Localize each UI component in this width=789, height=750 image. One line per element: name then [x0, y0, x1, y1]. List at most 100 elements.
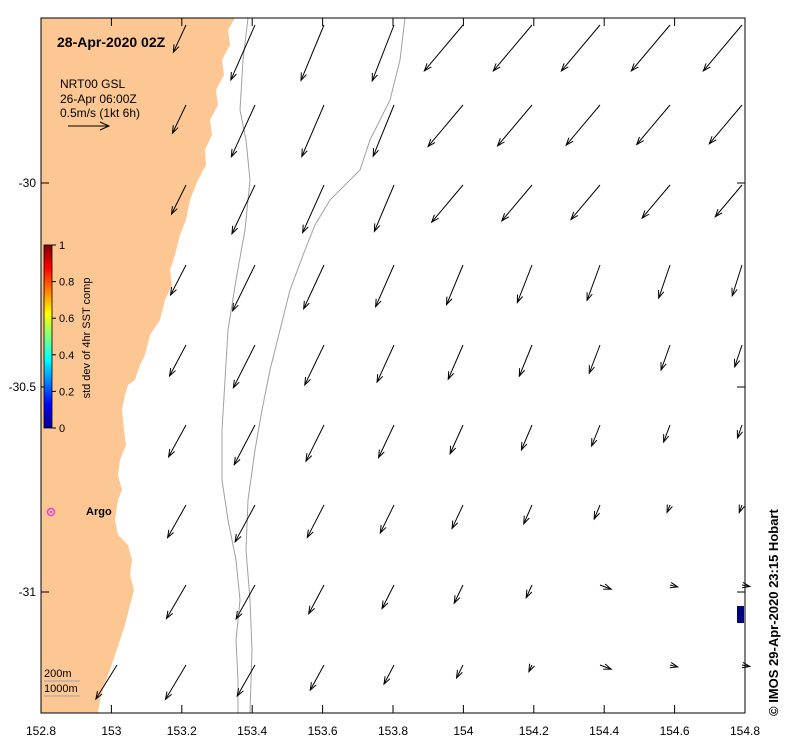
product-line-2: 26-Apr 06:00Z — [60, 92, 137, 106]
scale-arrow — [68, 121, 111, 131]
current-arrow — [663, 424, 671, 444]
x-tick-label: 153.4 — [237, 724, 267, 738]
x-tick-label: 154.4 — [589, 724, 619, 738]
current-arrow — [166, 504, 187, 539]
colorbar — [43, 244, 53, 429]
current-arrow — [570, 184, 601, 221]
y-tick-label: -30 — [19, 176, 37, 190]
y-tick-label: -30.5 — [9, 380, 37, 394]
credit-text: © IMOS 29-Apr-2020 23:15 Hobart — [766, 509, 781, 716]
current-arrow — [565, 104, 601, 147]
current-arrow — [641, 184, 671, 220]
current-arrow — [588, 344, 601, 375]
current-arrow — [302, 184, 325, 234]
current-arrow — [95, 664, 118, 701]
x-tick-label: 153.8 — [378, 724, 408, 738]
current-arrow — [232, 344, 256, 390]
current-arrow — [492, 24, 533, 73]
current-arrow — [447, 344, 464, 381]
current-arrow — [381, 584, 395, 610]
x-tick-label: 152.8 — [26, 724, 56, 738]
current-arrow — [591, 424, 601, 448]
current-arrow — [449, 424, 464, 456]
current-arrow — [702, 24, 743, 73]
x-tick-label: 154 — [453, 724, 473, 738]
current-arrow — [376, 344, 395, 384]
current-arrow — [164, 664, 187, 701]
argo-marker — [46, 507, 56, 517]
colorbar-tick-label: 0.2 — [59, 386, 74, 398]
current-arrow — [372, 104, 395, 158]
map-title: 28-Apr-2020 02Z — [57, 34, 166, 50]
current-arrow — [300, 24, 325, 82]
colorbar-tick-label: 0.4 — [59, 350, 74, 362]
current-arrow — [738, 504, 745, 514]
current-arrow — [599, 583, 613, 590]
current-arrow — [708, 104, 743, 145]
y-axis: -30 -30.5 -31 — [9, 176, 745, 599]
current-arrow — [233, 424, 256, 467]
current-arrow — [169, 264, 187, 297]
current-arrow — [669, 662, 680, 669]
current-arrow — [230, 24, 256, 82]
current-arrow — [383, 664, 395, 686]
current-arrow — [734, 344, 743, 369]
colorbar-tick-label: 0.8 — [59, 277, 74, 289]
x-tick-label: 153.6 — [308, 724, 338, 738]
isobath-1000m — [245, 17, 406, 714]
x-tick-label: 153.2 — [167, 724, 197, 738]
current-arrow — [496, 104, 533, 147]
current-arrow — [630, 24, 671, 73]
current-arrow — [593, 504, 601, 521]
contour-label-1000m: 1000m — [44, 683, 78, 695]
current-arrow — [172, 24, 187, 54]
current-arrow — [660, 344, 671, 372]
current-arrow — [516, 264, 533, 304]
data-marker — [737, 606, 744, 623]
current-arrow — [167, 424, 187, 459]
current-arrow — [741, 661, 752, 669]
current-arrow — [373, 184, 395, 233]
current-arrow — [371, 24, 395, 83]
product-line-3: 0.5m/s (1kt 6h) — [60, 106, 140, 120]
contour-label-200m: 200m — [44, 668, 72, 680]
current-arrow — [518, 344, 533, 378]
current-arrow — [308, 584, 325, 616]
current-arrow — [736, 424, 743, 440]
current-arrow — [236, 664, 256, 698]
x-tick-label: 154.6 — [660, 724, 690, 738]
current-arrow — [375, 264, 395, 309]
current-arrow — [560, 24, 601, 73]
argo-label: Argo — [86, 506, 112, 518]
current-arrow — [170, 184, 187, 216]
x-axis: 152.8 153 153.2 153.4 153.6 153.8 154 154.2 154.… — [26, 18, 760, 738]
current-arrow — [635, 104, 671, 146]
current-arrow — [231, 264, 256, 313]
current-arrow — [500, 184, 533, 222]
colorbar-tick-label: 1 — [59, 240, 65, 252]
current-arrow — [171, 104, 187, 135]
current-arrow — [377, 424, 395, 459]
x-tick-label: 154.8 — [730, 724, 760, 738]
current-arrow — [599, 663, 613, 670]
current-arrow — [455, 664, 464, 680]
current-arrow — [423, 24, 464, 73]
current-arrow — [168, 344, 187, 378]
isobath-200m — [221, 17, 251, 713]
argo-marker-dot — [49, 510, 53, 514]
current-arrow — [445, 264, 464, 306]
y-tick-label: -31 — [19, 585, 37, 599]
colorbar-tick-label: 0 — [59, 423, 65, 435]
current-vectors — [95, 24, 752, 701]
current-arrow — [520, 424, 533, 452]
x-tick-label: 153 — [101, 724, 121, 738]
current-arrow — [235, 584, 256, 621]
current-arrow — [451, 504, 464, 530]
colorbar-ticks: 1 0.8 0.6 0.4 0.2 0 — [52, 240, 74, 435]
current-arrow — [301, 104, 325, 158]
current-arrow — [309, 664, 325, 692]
current-arrow — [430, 184, 464, 224]
current-arrow — [528, 663, 535, 673]
current-arrow — [303, 264, 325, 311]
x-tick-label: 154.2 — [519, 724, 549, 738]
